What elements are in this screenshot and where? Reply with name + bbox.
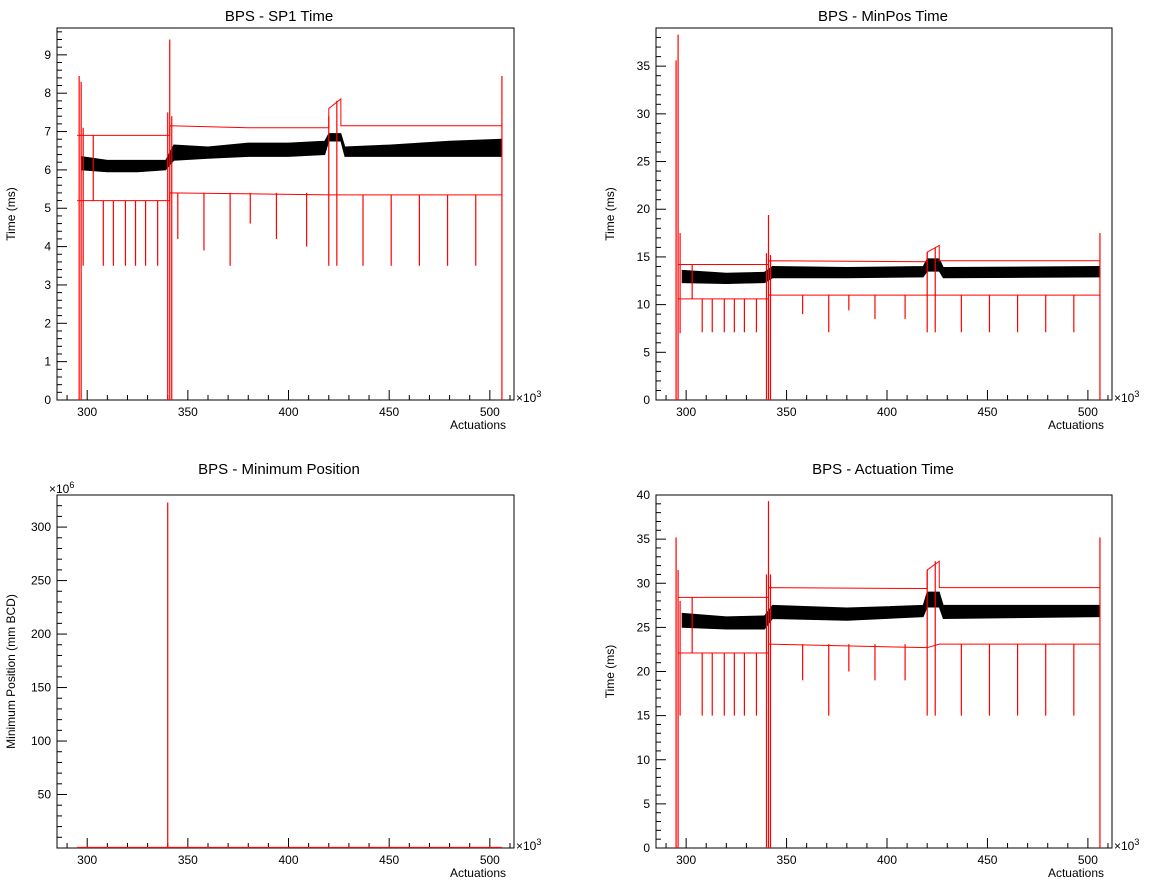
y-tick-label: 4 bbox=[44, 240, 51, 254]
y-tick-label: 150 bbox=[31, 681, 51, 695]
y-axis-label: Time (ms) bbox=[603, 645, 617, 699]
plot-area bbox=[675, 501, 1101, 848]
plot-area bbox=[77, 39, 503, 400]
plot-frame bbox=[56, 27, 515, 401]
x-tick-label: 350 bbox=[777, 853, 797, 867]
plot-frame bbox=[655, 27, 1113, 401]
y-tick-label: 9 bbox=[44, 48, 51, 62]
y-tick-label: 100 bbox=[31, 734, 51, 748]
y-axis-multiplier-exponent: 6 bbox=[69, 480, 74, 490]
x-tick-label: 450 bbox=[977, 405, 997, 419]
x-axis-multiplier: ×103 bbox=[1114, 837, 1139, 853]
x-axis-multiplier-exponent: 3 bbox=[536, 389, 541, 399]
y-axis-label: Time (ms) bbox=[4, 187, 18, 241]
chart-title: BPS - Minimum Position bbox=[198, 461, 360, 478]
y-tick-label: 35 bbox=[637, 532, 651, 546]
chart-title: BPS - Actuation Time bbox=[812, 461, 954, 478]
y-tick-label: 10 bbox=[637, 298, 651, 312]
y-tick-label: 20 bbox=[637, 202, 651, 216]
y-tick-label: 2 bbox=[44, 316, 51, 330]
x-tick-label: 450 bbox=[379, 405, 399, 419]
x-axis-multiplier: ×103 bbox=[1114, 389, 1139, 405]
y-tick-label: 200 bbox=[31, 627, 51, 641]
y-tick-label: 15 bbox=[637, 709, 651, 723]
x-tick-label: 300 bbox=[77, 405, 97, 419]
x-axis-label: Actuations bbox=[1048, 418, 1104, 432]
data-band bbox=[681, 258, 1101, 285]
y-tick-label: 30 bbox=[637, 107, 651, 121]
x-tick-label: 400 bbox=[877, 853, 897, 867]
y-axis-multiplier: ×106 bbox=[49, 480, 74, 496]
x-axis-multiplier-exponent: 3 bbox=[1134, 389, 1139, 399]
y-tick-label: 3 bbox=[44, 278, 51, 292]
y-tick-label: 10 bbox=[637, 753, 651, 767]
x-tick-label: 500 bbox=[1078, 405, 1098, 419]
x-tick-label: 300 bbox=[676, 405, 696, 419]
x-axis-label: Actuations bbox=[450, 418, 506, 432]
x-tick-label: 350 bbox=[178, 853, 198, 867]
y-tick-label: 40 bbox=[637, 488, 651, 502]
x-tick-label: 500 bbox=[480, 853, 500, 867]
upper-limit-line bbox=[678, 244, 1100, 266]
y-axis-label: Minimum Position (mm BCD) bbox=[4, 594, 18, 749]
x-tick-label: 300 bbox=[676, 853, 696, 867]
y-axis-label: Time (ms) bbox=[603, 187, 617, 241]
x-tick-label: 350 bbox=[178, 405, 198, 419]
lower-limit-line bbox=[77, 192, 502, 202]
x-tick-label: 450 bbox=[977, 853, 997, 867]
y-tick-label: 6 bbox=[44, 163, 51, 177]
plot-area bbox=[675, 34, 1101, 400]
y-tick-label: 25 bbox=[637, 620, 651, 634]
y-tick-label: 0 bbox=[44, 393, 51, 407]
x-tick-label: 400 bbox=[877, 405, 897, 419]
x-axis-multiplier-exponent: 3 bbox=[536, 837, 541, 847]
x-axis-multiplier-exponent: 3 bbox=[1134, 837, 1139, 847]
y-tick-label: 300 bbox=[31, 520, 51, 534]
y-tick-label: 15 bbox=[637, 250, 651, 264]
upper-limit-line bbox=[77, 97, 502, 136]
x-axis-label: Actuations bbox=[450, 866, 506, 880]
y-tick-label: 35 bbox=[637, 59, 651, 73]
y-tick-label: 1 bbox=[44, 355, 51, 369]
y-tick-label: 25 bbox=[637, 155, 651, 169]
y-tick-label: 30 bbox=[637, 576, 651, 590]
x-tick-label: 400 bbox=[279, 853, 299, 867]
y-tick-label: 0 bbox=[643, 841, 650, 855]
y-tick-label: 50 bbox=[38, 788, 52, 802]
y-tick-label: 7 bbox=[44, 125, 51, 139]
chart-title: BPS - MinPos Time bbox=[818, 8, 948, 25]
x-tick-label: 350 bbox=[777, 405, 797, 419]
x-tick-label: 400 bbox=[279, 405, 299, 419]
lower-limit-line bbox=[678, 294, 1100, 300]
y-tick-label: 8 bbox=[44, 86, 51, 100]
plot-frame bbox=[56, 494, 515, 849]
y-tick-label: 0 bbox=[643, 393, 650, 407]
panel-1: BPS - SP1 Time 300 350 400 450 500 0 1 2 3 4 5 6 7 8 9 A… bbox=[4, 8, 541, 432]
x-axis-label: Actuations bbox=[1048, 866, 1104, 880]
panel-4: BPS - Actuation Time 300 350 400 450 500 0 5 10 1… bbox=[603, 461, 1139, 880]
data-band bbox=[80, 133, 503, 173]
upper-limit-line bbox=[678, 560, 1100, 598]
x-tick-label: 500 bbox=[480, 405, 500, 419]
x-axis-multiplier: ×103 bbox=[516, 837, 541, 853]
y-tick-label: 5 bbox=[643, 797, 650, 811]
x-tick-label: 450 bbox=[379, 853, 399, 867]
y-tick-label: 5 bbox=[643, 345, 650, 359]
x-tick-label: 500 bbox=[1078, 853, 1098, 867]
y-tick-label: 5 bbox=[44, 201, 51, 215]
y-tick-label: 250 bbox=[31, 574, 51, 588]
y-tick-label: 20 bbox=[637, 665, 651, 679]
lower-limit-line bbox=[678, 643, 1100, 654]
chart-title: BPS - SP1 Time bbox=[225, 8, 333, 25]
x-tick-label: 300 bbox=[77, 853, 97, 867]
plot-area bbox=[77, 502, 502, 848]
x-axis-multiplier: ×103 bbox=[516, 389, 541, 405]
panel-2: BPS - MinPos Time 300 350 400 450 500 0 5 10 15 20… bbox=[603, 8, 1139, 432]
panel-3: BPS - Minimum Position 300 350 400 450 500 50 1… bbox=[4, 461, 541, 880]
